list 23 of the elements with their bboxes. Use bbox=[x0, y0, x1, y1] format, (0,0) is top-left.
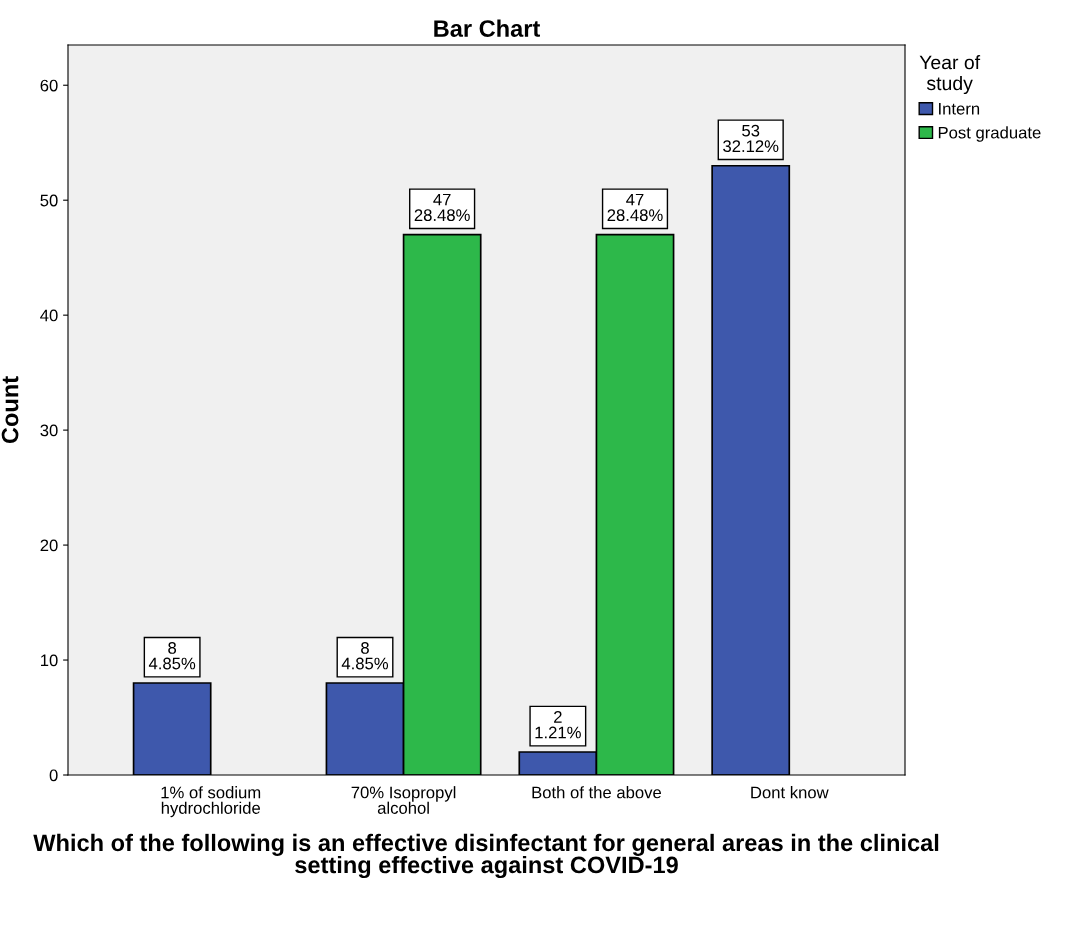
y-tick-label: 60 bbox=[40, 79, 58, 92]
y-tick-label: 20 bbox=[40, 539, 58, 552]
y-tick-label: 0 bbox=[49, 769, 58, 782]
data-label: 8 4.85% bbox=[148, 642, 196, 670]
data-label: 47 28.48% bbox=[414, 193, 470, 222]
x-tick-label: 1% of sodium hydrochloride bbox=[161, 786, 261, 818]
data-label: 53 32.12% bbox=[723, 124, 779, 153]
x-tick-label: Both of the above bbox=[532, 786, 662, 799]
y-tick-label: 40 bbox=[40, 309, 58, 322]
data-label: 47 28.48% bbox=[607, 193, 663, 222]
y-axis-title: Count bbox=[1, 376, 19, 444]
legend-title: Year of study bbox=[919, 55, 981, 95]
legend-label: Post graduate bbox=[938, 126, 1041, 142]
y-tick-label: 10 bbox=[41, 654, 58, 667]
x-axis-title: Which of the following is an effective disinfectant for general areas in the clinical setting effective against COVID-19 bbox=[33, 833, 939, 879]
data-label: 2 1.21% bbox=[535, 711, 581, 739]
x-tick-label: Dont know bbox=[751, 786, 829, 799]
data-label: 8 4.85% bbox=[341, 642, 389, 670]
chart-title: Bar Chart bbox=[434, 19, 541, 37]
y-tick-label: 50 bbox=[40, 194, 58, 207]
y-tick-label: 30 bbox=[40, 424, 58, 437]
legend-label: Intern bbox=[939, 103, 980, 115]
x-tick-label: 70% Isopropyl alcohol bbox=[351, 786, 456, 814]
